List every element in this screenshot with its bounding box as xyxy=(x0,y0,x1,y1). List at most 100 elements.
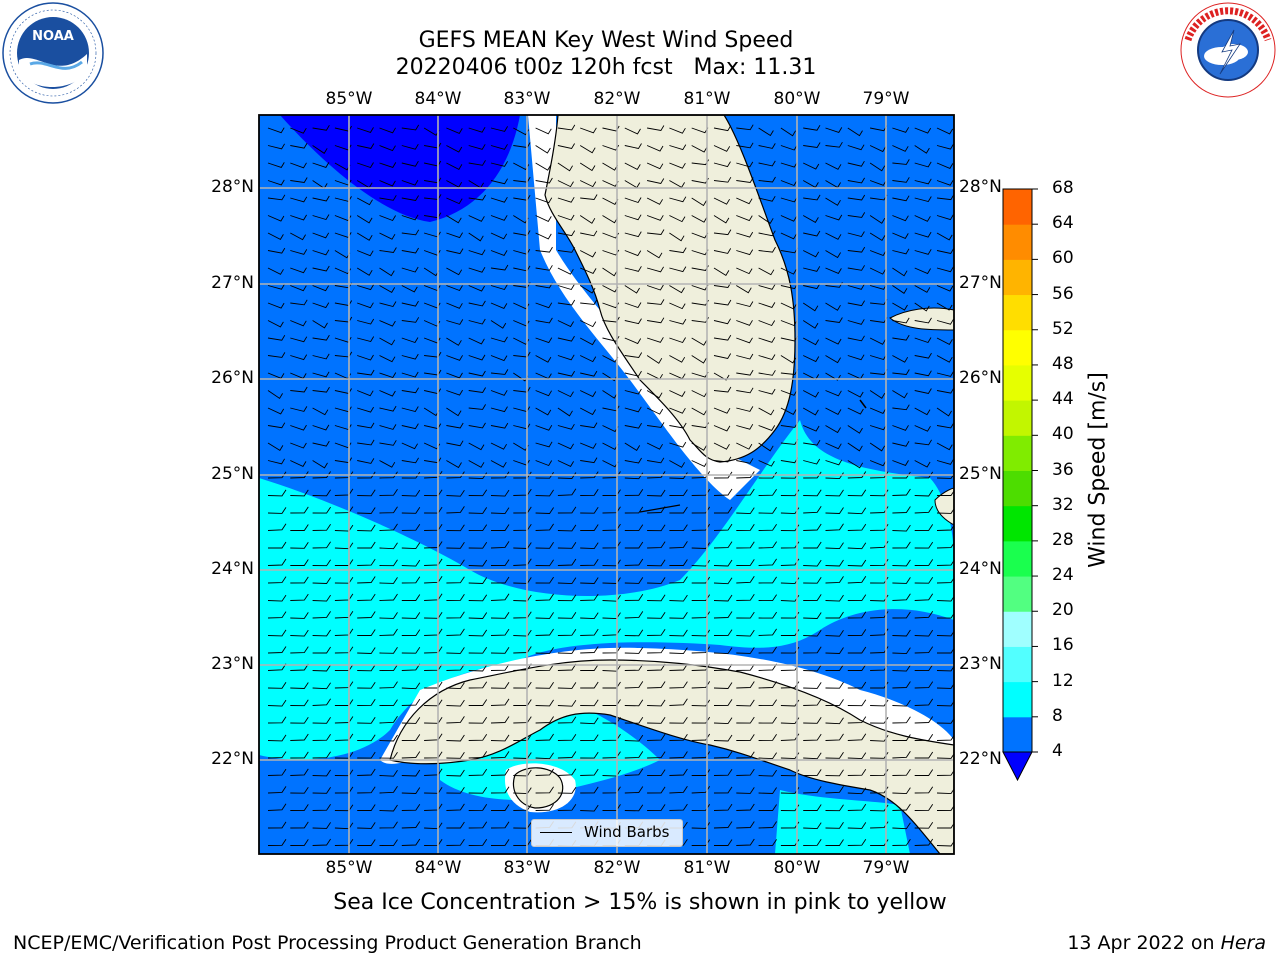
wind-barb xyxy=(267,162,285,168)
wind-barb xyxy=(446,215,462,224)
wind-barb xyxy=(847,646,867,654)
wind-barb xyxy=(669,647,688,655)
wind-barb xyxy=(468,354,486,361)
wind-barb xyxy=(624,127,641,135)
wind-barb xyxy=(914,541,934,549)
wind-barb xyxy=(892,425,909,431)
wind-barb xyxy=(379,247,397,253)
wind-barb xyxy=(758,320,776,327)
wind-barb xyxy=(936,371,954,377)
wind-barb xyxy=(847,611,867,619)
wind-barb xyxy=(446,471,465,479)
wind-barb xyxy=(401,317,420,323)
wind-barb xyxy=(468,577,488,584)
wind-barb xyxy=(290,196,308,203)
wind-barb xyxy=(557,628,577,636)
wind-barb xyxy=(847,489,867,497)
wind-barb xyxy=(557,612,577,619)
wind-barb xyxy=(892,248,910,255)
wind-barb xyxy=(401,387,419,394)
wind-barb xyxy=(624,786,644,794)
wind-barb xyxy=(669,698,688,706)
wind-barb xyxy=(267,489,287,497)
wind-barb xyxy=(290,506,309,514)
wind-barb xyxy=(312,822,331,829)
wind-barb xyxy=(624,352,643,358)
wind-barb xyxy=(758,488,777,496)
wind-barb xyxy=(803,471,822,479)
wind-barb xyxy=(758,337,776,343)
wind-barb xyxy=(513,302,530,310)
wind-barb xyxy=(803,162,820,170)
wind-barb xyxy=(357,699,376,706)
legend-label: Wind Barbs xyxy=(584,823,670,841)
wind-barb xyxy=(468,442,485,451)
wind-barb xyxy=(401,457,419,464)
wind-barb xyxy=(446,389,463,396)
wind-barb xyxy=(557,124,576,131)
wind-barb xyxy=(624,457,642,464)
wind-barb xyxy=(847,460,864,469)
wind-barb xyxy=(491,804,510,811)
wind-barb xyxy=(267,194,286,201)
wind-barb xyxy=(490,734,510,742)
wind-barb xyxy=(312,386,330,393)
wind-barb xyxy=(691,681,711,689)
wind-barb xyxy=(379,804,398,812)
wind-barb xyxy=(713,197,730,205)
wind-barb xyxy=(357,681,376,689)
wind-barb xyxy=(713,176,732,183)
wind-barb xyxy=(557,787,577,794)
wind-barb xyxy=(669,460,685,468)
wind-barb xyxy=(557,354,575,361)
wind-barb xyxy=(290,442,307,449)
wind-barb xyxy=(379,267,395,277)
wind-barb xyxy=(624,629,644,637)
wind-barb xyxy=(713,215,730,224)
wind-barb xyxy=(357,143,375,150)
field-lt4 xyxy=(259,115,520,222)
wind-barb xyxy=(290,471,309,479)
wind-barb xyxy=(803,283,821,290)
wind-barb xyxy=(446,145,463,153)
wind-barb xyxy=(691,197,707,207)
wind-barb xyxy=(357,611,376,619)
wind-barb xyxy=(401,337,419,344)
wind-barb xyxy=(936,407,952,417)
wind-barb xyxy=(758,663,777,671)
wind-barb xyxy=(401,576,421,584)
wind-barb xyxy=(379,301,397,308)
wind-barb xyxy=(557,335,575,342)
wind-barb xyxy=(869,390,886,399)
wind-barb xyxy=(647,663,666,671)
wind-barb xyxy=(736,423,754,430)
wind-barb xyxy=(290,542,309,549)
wind-barb xyxy=(914,786,934,794)
wind-barb xyxy=(713,299,732,306)
wind-barb xyxy=(312,838,331,846)
wind-barb xyxy=(267,215,285,222)
wind-barb xyxy=(825,804,844,812)
wind-barb xyxy=(825,594,844,602)
wind-barb xyxy=(647,299,665,305)
colorbar-segment xyxy=(1003,470,1032,507)
wind-barb xyxy=(847,194,866,201)
wind-barb xyxy=(669,390,686,397)
wind-barb xyxy=(713,229,732,236)
wind-barb xyxy=(647,717,666,724)
wind-barb xyxy=(936,179,954,186)
wind-barb xyxy=(446,769,465,777)
wind-barb xyxy=(267,558,287,566)
wind-barb xyxy=(312,460,328,469)
wind-barb xyxy=(892,664,911,672)
wind-barb xyxy=(580,471,599,479)
sea-ice-note: Sea Ice Concentration > 15% is shown in … xyxy=(333,890,947,915)
wind-barb xyxy=(713,456,732,463)
wind-barb xyxy=(490,406,508,413)
wind-barb xyxy=(936,232,953,241)
wind-barb xyxy=(758,523,777,531)
wind-barb xyxy=(535,507,554,514)
wind-barb xyxy=(691,751,711,759)
wind-barb xyxy=(557,577,577,585)
wind-barb xyxy=(446,663,465,671)
